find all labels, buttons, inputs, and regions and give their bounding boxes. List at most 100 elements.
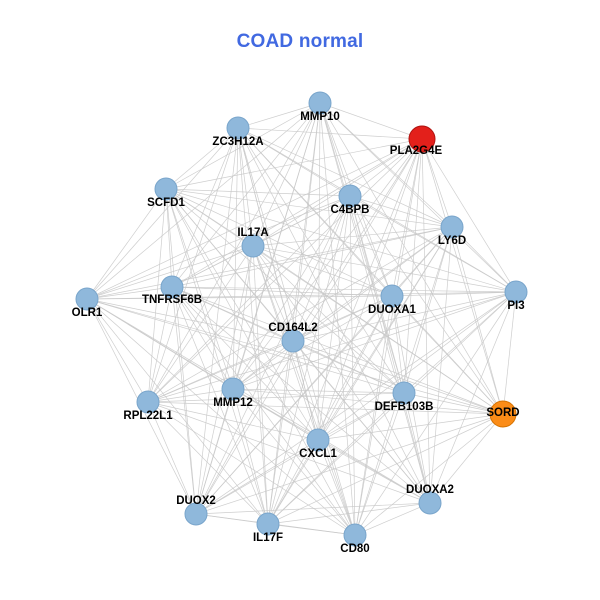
network-edge: [165, 188, 197, 515]
network-edge: [237, 127, 423, 140]
network-edge: [237, 127, 453, 228]
network-edge: [165, 188, 234, 390]
network-edge: [252, 102, 321, 247]
network-edge: [317, 439, 431, 504]
network-edge: [267, 502, 431, 525]
network-edge: [171, 286, 319, 441]
network-edge: [195, 413, 504, 515]
network-edge: [317, 392, 405, 441]
network-edge: [319, 102, 351, 197]
network-edge: [267, 138, 423, 525]
network-edge: [403, 291, 517, 394]
network-edge: [451, 226, 517, 293]
network-edge: [317, 138, 423, 441]
node-label-SCFD1: SCFD1: [147, 197, 185, 209]
node-label-DUOXA2: DUOXA2: [406, 484, 454, 496]
network-edge: [232, 388, 504, 415]
network-edge: [147, 401, 431, 504]
network-edge: [391, 138, 423, 297]
node-LY6D: [440, 215, 464, 239]
network-edge: [171, 286, 517, 293]
network-edge: [232, 340, 294, 390]
node-DEFB103B: [392, 381, 416, 405]
network-edge: [267, 295, 393, 525]
network-edge: [237, 102, 321, 129]
network-edge: [317, 413, 504, 441]
node-label-ZC3H12A: ZC3H12A: [212, 136, 263, 148]
network-edge: [429, 226, 453, 504]
network-edge: [86, 298, 504, 415]
network-edge: [86, 226, 453, 300]
network-edge: [171, 286, 269, 525]
network-edge: [86, 298, 431, 504]
network-edge: [232, 127, 239, 390]
network-edge: [86, 245, 254, 300]
network-edge: [292, 340, 431, 504]
network-edge: [319, 102, 423, 140]
node-label-DEFB103B: DEFB103B: [375, 401, 434, 413]
network-edge: [147, 388, 234, 403]
network-edge: [171, 138, 423, 288]
network-edge: [195, 195, 351, 515]
network-edge: [252, 245, 405, 394]
network-edge: [319, 102, 356, 536]
network-edge: [195, 245, 254, 515]
network-edge: [86, 195, 351, 300]
network-edge: [232, 291, 517, 390]
network-edge: [317, 439, 356, 536]
network-edge: [292, 340, 504, 415]
node-label-LY6D: LY6D: [438, 235, 466, 247]
network-edge: [171, 286, 234, 390]
network-edge: [267, 102, 321, 525]
network-edge: [86, 102, 321, 300]
network-edge: [86, 286, 173, 300]
network-edge: [267, 523, 356, 536]
node-DUOXA1: [380, 284, 404, 308]
network-edge: [354, 502, 431, 536]
network-edge: [195, 127, 239, 515]
network-edge: [165, 188, 356, 536]
network-edge: [147, 138, 423, 403]
network-edge: [147, 401, 197, 515]
network-edge: [86, 127, 239, 300]
network-edge: [165, 188, 517, 293]
network-edge: [317, 291, 517, 441]
network-edge: [391, 295, 504, 415]
node-label-CD164L2: CD164L2: [268, 322, 317, 334]
network-edge: [252, 245, 517, 293]
network-edge: [147, 401, 269, 525]
node-label-PI3: PI3: [507, 300, 524, 312]
network-edge: [237, 127, 254, 247]
network-edge: [317, 195, 351, 441]
network-edge: [349, 195, 453, 228]
network-edge: [292, 340, 405, 394]
network-edge: [147, 340, 294, 403]
network-edge: [429, 291, 517, 504]
node-PI3: [504, 280, 528, 304]
network-edge: [403, 138, 423, 394]
network-edge: [86, 291, 517, 300]
network-edge: [267, 291, 517, 525]
network-edge: [165, 188, 173, 288]
network-edge: [195, 291, 517, 515]
node-SORD: [489, 400, 517, 428]
node-ZC3H12A: [226, 116, 250, 140]
node-label-IL17A: IL17A: [237, 227, 268, 239]
network-edge: [267, 340, 294, 525]
network-edge: [292, 195, 351, 342]
node-label-TNFRSF6B: TNFRSF6B: [142, 294, 202, 306]
node-label-PLA2G4E: PLA2G4E: [390, 145, 443, 157]
network-edge: [349, 195, 431, 504]
network-edge: [403, 226, 453, 394]
network-edge: [147, 295, 393, 403]
network-edge: [292, 291, 517, 342]
network-edge: [147, 401, 504, 415]
nodes-layer: MMP10 ZC3H12A PLA2G4E SCFD1 C4BPB LY6D IL17A TN…: [72, 91, 528, 555]
network-edge: [165, 188, 453, 228]
network-edge: [165, 188, 319, 441]
network-edge: [147, 195, 351, 403]
network-edge: [171, 245, 254, 288]
network-edge: [86, 298, 405, 394]
network-edge: [319, 102, 453, 228]
